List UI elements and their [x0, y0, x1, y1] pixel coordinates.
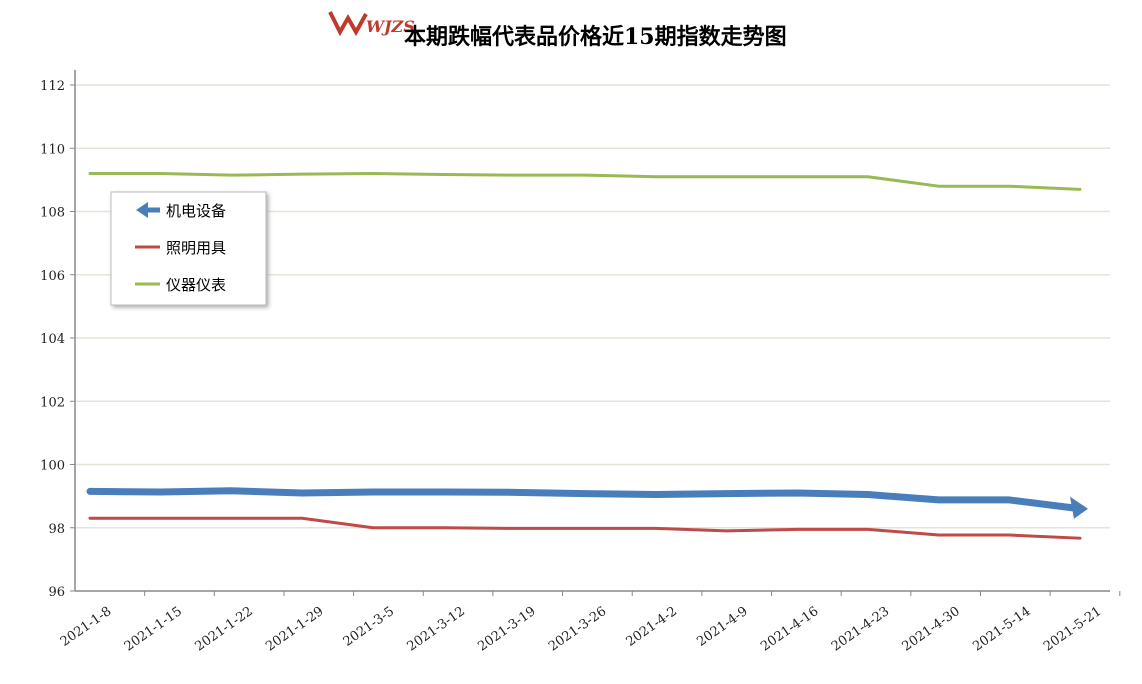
x-tick-label: 2021-3-12 [405, 604, 468, 655]
y-tick-label: 112 [40, 79, 65, 94]
y-tick-label: 110 [40, 142, 65, 157]
logo: WJZS [330, 12, 415, 36]
y-tick-label: 96 [48, 585, 65, 600]
legend-label: 照明用具 [166, 239, 226, 257]
x-tick-label: 2021-4-16 [758, 604, 821, 655]
x-tick-label: 2021-4-23 [829, 604, 892, 655]
x-tick-label: 2021-1-8 [58, 604, 114, 650]
y-tick-label: 102 [40, 395, 65, 410]
legend-label: 机电设备 [166, 202, 226, 220]
x-tick-label: 2021-4-30 [900, 604, 963, 655]
x-tick-label: 2021-5-21 [1041, 604, 1104, 655]
x-tick-label: 2021-1-15 [122, 604, 185, 655]
legend-label: 仪器仪表 [166, 276, 226, 294]
x-tick-label: 2021-1-29 [263, 604, 326, 655]
y-tick-label: 100 [40, 459, 65, 474]
y-tick-label: 104 [40, 332, 65, 347]
y-tick-label: 98 [48, 522, 65, 537]
x-tick-label: 2021-3-5 [341, 604, 397, 650]
series-line [90, 174, 1080, 190]
x-tick-label: 2021-1-22 [192, 604, 255, 655]
x-tick-label: 2021-4-9 [694, 604, 750, 650]
series-line [90, 491, 1080, 509]
x-tick-label: 2021-4-2 [624, 604, 680, 650]
chart-title: 本期跌幅代表品价格近15期指数走势图 [404, 24, 787, 50]
x-tick-label: 2021-3-19 [475, 604, 538, 655]
x-tick-label: 2021-5-14 [970, 604, 1033, 655]
arrow-head [1070, 497, 1088, 519]
y-tick-label: 106 [40, 269, 65, 284]
y-tick-label: 108 [40, 206, 65, 221]
x-tick-label: 2021-3-26 [546, 604, 609, 655]
